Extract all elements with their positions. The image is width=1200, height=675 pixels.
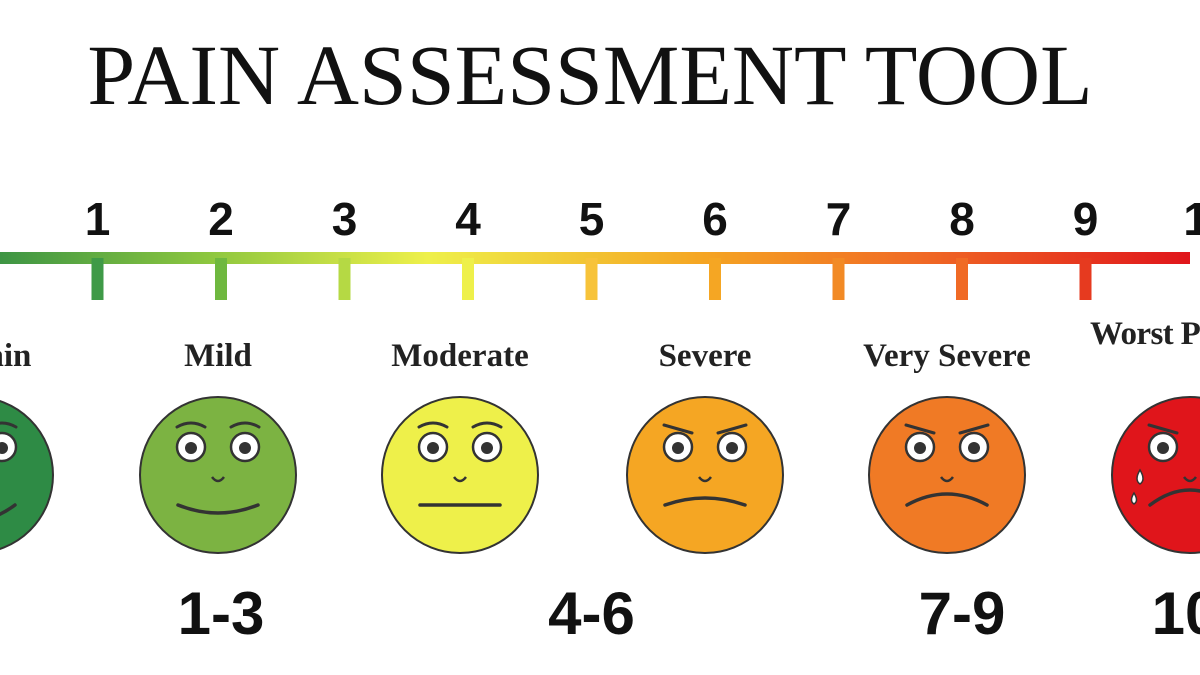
mouth [176,503,260,515]
title: PAIN ASSESSMENT TOOL [87,27,1092,123]
brow [417,421,449,429]
scale-number: 9 [1073,193,1099,245]
nose [211,476,225,483]
face [626,396,784,554]
level-label: Very Severe [863,338,1031,374]
tear [1136,468,1144,485]
pupil [481,442,493,454]
scale-tick [338,258,351,300]
pupil [672,442,684,454]
scale-number: 2 [208,193,234,245]
pupil [427,442,439,454]
mouth [905,492,989,507]
range-label: 1-3 [178,580,265,647]
pupil [0,442,8,454]
nose [940,476,954,483]
face [1111,396,1200,554]
pupil [1157,442,1169,454]
scale-tick [215,258,227,300]
scale-items: 012345678910No PainMildModerateSevereVer… [0,193,1200,647]
scale-tick [709,258,721,300]
scale-number: 3 [332,193,358,245]
scale-number: 5 [579,193,605,245]
brow [0,421,18,429]
brow [662,423,694,435]
mouth [0,503,17,517]
pupil [914,442,926,454]
pupil [726,442,738,454]
level-label: Mild [184,338,252,374]
face [139,396,297,554]
range-label: 7-9 [919,580,1006,647]
brow [958,423,990,435]
scale-number: 6 [702,193,728,245]
pupil [185,442,197,454]
mouth [1148,488,1200,507]
brow [229,421,261,429]
tear [1130,491,1138,505]
scale-number: 10 [1183,193,1200,245]
level-label: Severe [659,338,752,374]
brow [1147,423,1179,435]
nose [698,476,712,483]
face [868,396,1026,554]
level-label: No Pain [0,338,31,374]
scale-number: 8 [949,193,975,245]
nose [453,476,467,483]
scale-tick [956,258,968,300]
scale-tick [462,258,474,300]
brow [175,421,207,429]
scale-number: 7 [826,193,852,245]
mouth [663,496,747,507]
face [381,396,539,554]
scale-tick [585,258,598,300]
scale-number: 4 [455,193,481,245]
brow [716,423,748,435]
scale-tick [832,258,845,300]
range-label: 4-6 [548,580,635,647]
level-label: Moderate [391,338,528,374]
scale-tick [1079,258,1092,300]
scale-tick [91,258,104,300]
range-label: 10 [1152,580,1200,647]
pupil [239,442,251,454]
brow [904,423,936,435]
brow [471,421,503,429]
nose [1183,476,1197,483]
pupil [968,442,980,454]
eye [0,431,18,463]
level-label: Worst Possible [1090,316,1200,352]
scale-number: 1 [85,193,111,245]
